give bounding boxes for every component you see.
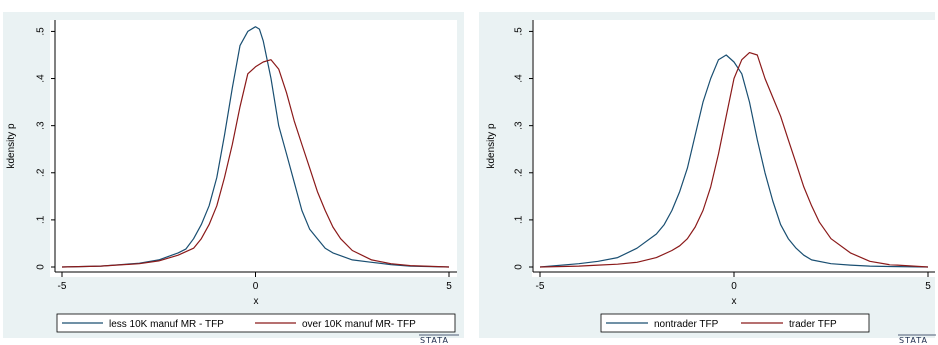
x-tick-label: 0	[253, 281, 259, 292]
y-tick-label: .3	[514, 121, 525, 130]
y-tick-label: .1	[36, 215, 47, 224]
y-axis-label: kdensity p	[486, 123, 497, 168]
y-tick-label: 0	[36, 264, 47, 270]
x-axis-label: x	[254, 296, 259, 307]
series-line-1	[61, 26, 450, 268]
plot-region	[532, 20, 935, 277]
stata-logo: STATA	[420, 336, 449, 345]
y-tick-label: 0	[514, 264, 525, 270]
series-line-1	[539, 54, 929, 268]
y-axis-label: kdensity p	[6, 123, 17, 168]
series-lines	[61, 26, 450, 268]
x-tick-label: -5	[536, 281, 545, 292]
y-ticks: 0 .1 .2 .3 .4 .5	[514, 27, 533, 270]
stata-logo: STATA	[899, 336, 928, 345]
legend-label-series-2: trader TFP	[789, 319, 837, 330]
x-axis-label: x	[732, 296, 737, 307]
legend-box	[600, 313, 870, 333]
legend-label-series-1: less 10K manuf MR - TFP	[109, 319, 224, 330]
plot-region	[50, 20, 457, 277]
legend-label-series-2: over 10K manuf MR- TFP	[302, 319, 416, 330]
x-tick-label: 5	[446, 281, 452, 292]
y-tick-label: .2	[514, 168, 525, 177]
x-tick-label: 0	[731, 281, 737, 292]
legend-label-series-1: nontrader TFP	[654, 319, 719, 330]
y-ticks: 0 .1 .2 .3 .4 .5	[36, 27, 55, 270]
chart-panel-right: 0 .1 .2 .3 .4 .5 -5 0 5 kdensity p x nontrader …	[479, 12, 936, 345]
series-line-2	[61, 59, 450, 268]
series-lines	[539, 51, 929, 268]
y-tick-label: .4	[36, 74, 47, 83]
legend: less 10K manuf MR - TFP over 10K manuf M…	[56, 313, 456, 333]
y-tick-label: .2	[36, 168, 47, 177]
y-tick-label: .5	[36, 27, 47, 36]
legend: nontrader TFP trader TFP	[600, 313, 870, 333]
y-tick-label: .1	[514, 215, 525, 224]
y-tick-label: .4	[514, 74, 525, 83]
y-tick-label: .5	[514, 27, 525, 36]
x-tick-label: -5	[58, 281, 67, 292]
y-tick-label: .3	[36, 121, 47, 130]
series-line-2	[539, 51, 929, 268]
x-ticks: -5 0 5	[58, 272, 452, 292]
chart-panel-left: 0 .1 .2 .3 .4 .5 -5 0 5 kdensity p x less 10K m…	[3, 12, 464, 345]
x-ticks: -5 0 5	[536, 272, 931, 292]
x-tick-label: 5	[925, 281, 931, 292]
